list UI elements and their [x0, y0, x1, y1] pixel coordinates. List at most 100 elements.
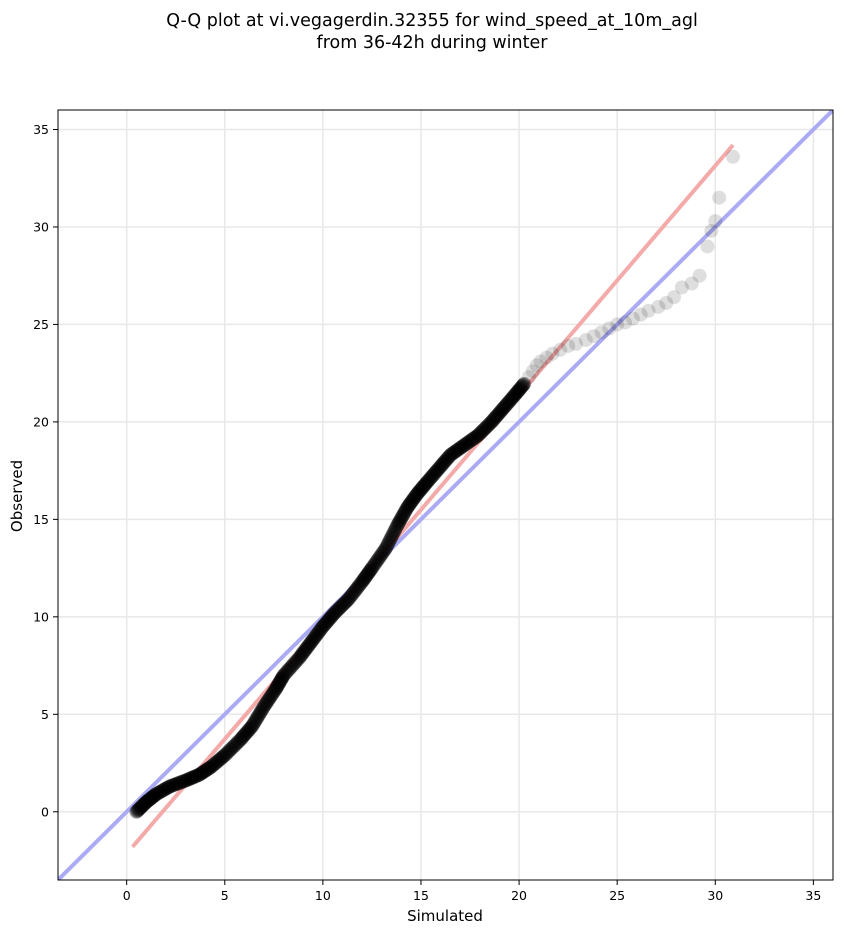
data-point-46: [175, 774, 190, 789]
data-point-28: [153, 784, 168, 799]
data-point-290: [421, 473, 436, 488]
data-point-77: [209, 755, 224, 770]
data-point-319: [451, 442, 466, 457]
data-point-38: [165, 778, 180, 793]
identity-line: [58, 110, 833, 880]
data-point-198: [334, 599, 349, 614]
data-point-139: [273, 674, 288, 689]
data-point-340: [475, 423, 490, 438]
data-point-192: [327, 605, 342, 620]
data-point-25: [150, 786, 165, 801]
x-tick-label-1: 5: [221, 888, 229, 903]
data-point-353: [489, 409, 504, 424]
data-point-215: [353, 576, 368, 591]
data-point-88: [223, 743, 238, 758]
data-point-101: [238, 726, 253, 741]
data-point-304: [435, 457, 450, 472]
data-point-195: [331, 602, 346, 617]
data-point-185: [320, 613, 335, 628]
data-point-111: [248, 714, 263, 729]
data-point-357: [493, 404, 508, 419]
data-point-180: [315, 619, 330, 634]
data-point-248: [386, 526, 401, 541]
chart-title-line-2: from 36-42h during winter: [317, 33, 549, 53]
data-point-96: [233, 732, 248, 747]
data-point-168: [304, 635, 319, 650]
data-point-348: [484, 414, 499, 429]
data-point-295: [426, 467, 441, 482]
data-point-191: [326, 607, 341, 622]
data-point-244: [382, 533, 397, 548]
data-point-249: [387, 524, 402, 539]
data-point-308: [439, 452, 454, 467]
data-point-234: [371, 551, 386, 566]
data-point-202: [339, 594, 354, 609]
data-point-3: [131, 802, 146, 817]
data-point-175: [310, 626, 325, 641]
data-point-316: [447, 444, 462, 459]
data-point-55: [186, 770, 201, 785]
data-point-13: [140, 794, 155, 809]
data-point-149: [283, 661, 298, 676]
data-point-5: [133, 800, 148, 815]
data-point-355: [491, 406, 506, 421]
data-point-11: [138, 795, 153, 810]
data-point-78: [210, 754, 225, 769]
data-point-262: [398, 503, 413, 518]
data-point-166: [302, 637, 317, 652]
data-point-145: [277, 666, 292, 681]
data-point-318: [450, 443, 465, 458]
data-point-50: [180, 772, 195, 787]
data-point-299: [430, 462, 445, 477]
data-point-391: [561, 338, 576, 353]
data-point-6: [134, 799, 149, 814]
data-point-29: [154, 783, 169, 798]
data-point-223: [360, 566, 375, 581]
data-point-142: [275, 670, 290, 685]
data-point-16: [142, 792, 157, 807]
data-point-160: [296, 645, 311, 660]
data-point-83: [216, 749, 231, 764]
data-point-24: [149, 787, 164, 802]
data-point-106: [243, 721, 258, 736]
data-point-21: [146, 789, 161, 804]
data-point-216: [355, 574, 370, 589]
axis-ticks: 0 5 10 15 20 25 30 35 0 5 10 15 20 25 30 35: [33, 122, 821, 903]
data-point-93: [229, 736, 244, 751]
data-point-72: [204, 759, 219, 774]
data-point-23: [148, 787, 163, 802]
data-point-33: [159, 781, 174, 796]
data-point-199: [335, 597, 350, 612]
y-tick-label-3: 15: [33, 512, 49, 527]
data-point-123: [259, 695, 274, 710]
data-point-336: [470, 428, 485, 443]
chart-title-line-1: Q-Q plot at vi.vegagerdin.32355 for wind…: [166, 11, 698, 31]
data-point-351: [487, 411, 502, 426]
data-point-188: [323, 610, 338, 625]
y-axis-label: Observed: [8, 460, 26, 532]
data-point-253: [391, 516, 406, 531]
data-point-358: [494, 403, 509, 418]
data-point-349: [485, 413, 500, 428]
x-tick-label-3: 15: [413, 888, 429, 903]
data-point-225: [362, 564, 377, 579]
data-point-362: [498, 398, 513, 413]
data-point-53: [184, 771, 199, 786]
data-point-410: [708, 214, 723, 229]
data-point-81: [214, 751, 229, 766]
data-point-269: [404, 494, 419, 509]
data-point-118: [255, 702, 270, 717]
data-point-273: [407, 490, 422, 505]
data-point-280: [413, 483, 428, 498]
data-point-257: [394, 510, 409, 525]
data-point-47: [177, 774, 192, 789]
data-point-330: [464, 433, 479, 448]
y-tick-label-4: 20: [33, 414, 49, 429]
data-point-150: [284, 659, 299, 674]
data-point-205: [342, 590, 357, 605]
data-point-132: [268, 681, 283, 696]
data-point-220: [358, 570, 373, 585]
data-point-2: [131, 803, 146, 818]
data-point-147: [280, 663, 295, 678]
data-point-103: [240, 724, 255, 739]
